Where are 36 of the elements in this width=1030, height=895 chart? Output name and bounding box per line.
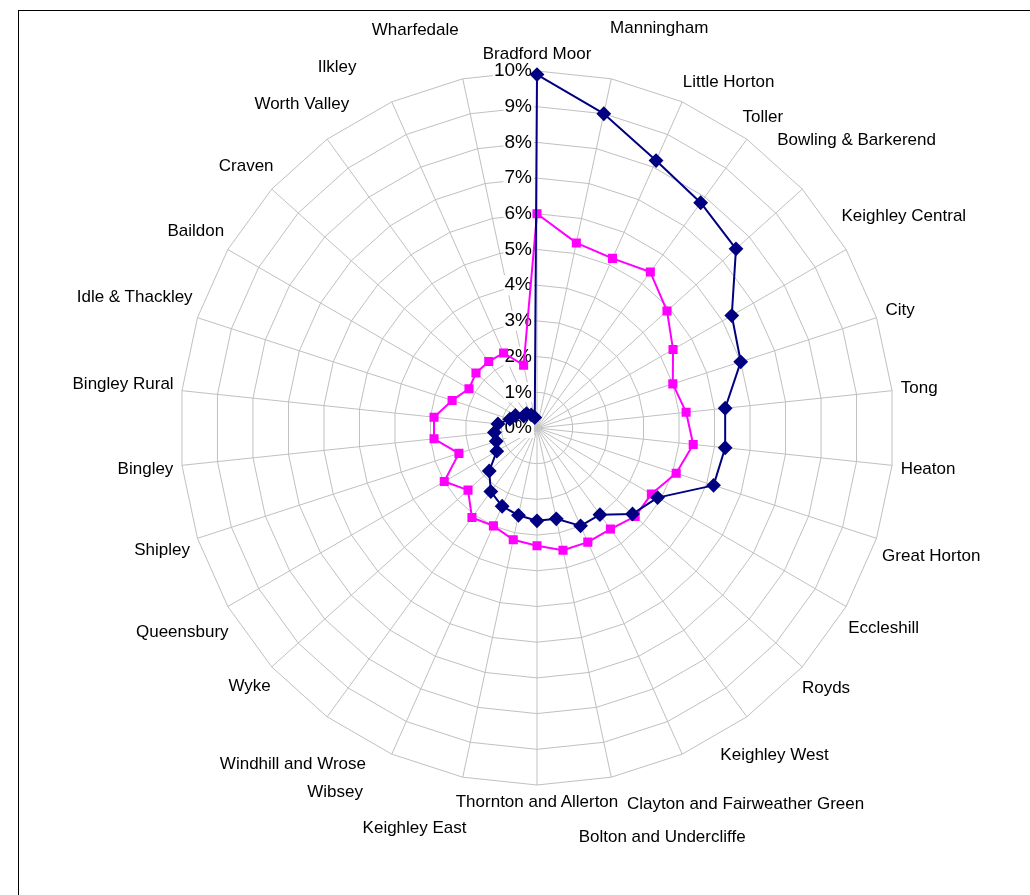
spoke-label: Eccleshill (848, 617, 919, 637)
spoke-label: Bolton and Undercliffe (578, 827, 746, 846)
spoke-label: Heaton (900, 458, 956, 478)
spoke-label: Keighley East (362, 818, 467, 838)
spoke-label: Bingley (117, 458, 174, 478)
spoke-label: Shipley (134, 539, 191, 559)
spoke-label: Tong (900, 377, 938, 397)
spoke-label: Wyke (228, 676, 271, 696)
spoke-label: Great Horton (882, 545, 981, 565)
spoke-label: Bingley Rural (72, 374, 174, 394)
spoke-label: Wharfedale (371, 19, 459, 39)
spoke-label: Bowling & Barkerend (777, 129, 936, 149)
spoke-label: Toller (742, 106, 784, 126)
spoke-label: Manningham (610, 17, 709, 37)
spoke-label: Little Horton (682, 72, 775, 92)
y-tick-label: 1% (504, 380, 533, 402)
spoke-label: Keighley West (720, 744, 829, 764)
spoke-label: Idle & Thackley (76, 286, 194, 306)
y-tick-label: 10% (493, 59, 533, 81)
spoke-label: Keighley Central (841, 205, 967, 225)
y-tick-label: 8% (504, 130, 533, 152)
spoke-label: Ilkley (317, 57, 357, 77)
spoke-label: City (885, 299, 916, 319)
y-tick-label: 9% (504, 94, 533, 116)
spoke-label: Clayton and Fairweather Green (627, 794, 865, 814)
spoke-label: Worth Valley (254, 93, 350, 113)
spoke-label: Wibsey (307, 781, 364, 801)
spoke-label: Thornton and Allerton (455, 791, 619, 811)
spoke-label: Windhill and Wrose (219, 753, 366, 773)
spoke-label: Royds (801, 677, 851, 697)
y-tick-label: 5% (504, 237, 533, 259)
y-tick-label: 7% (504, 166, 533, 188)
spoke-label: Craven (218, 155, 274, 175)
spoke-label: Baildon (167, 220, 225, 240)
spoke-label: Queensbury (135, 622, 230, 642)
y-tick-label: 6% (504, 202, 533, 224)
